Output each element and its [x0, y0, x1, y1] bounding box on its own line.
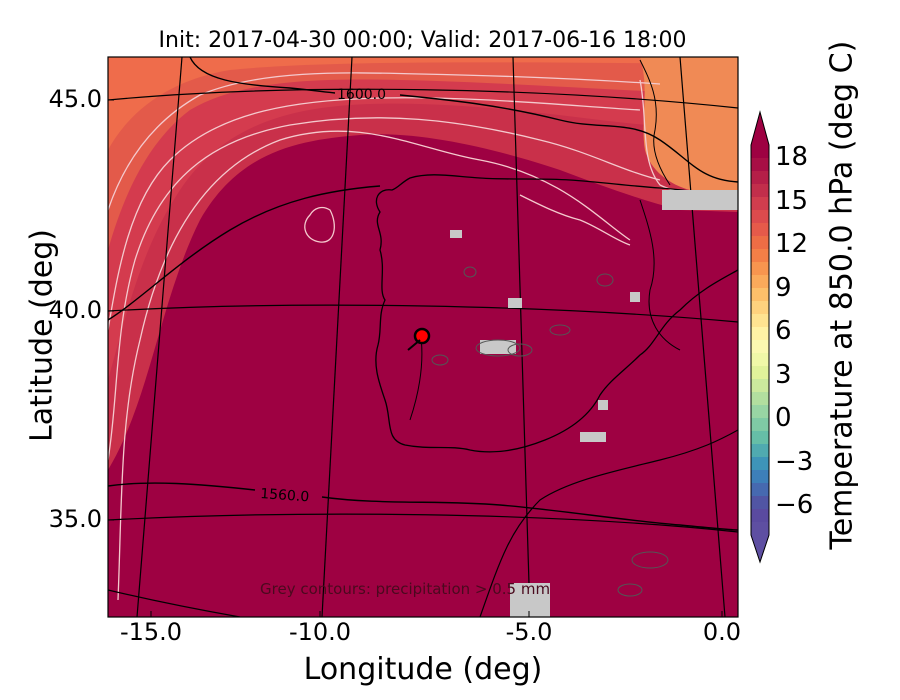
map-area: 1600.0 1560.0 Grey contours: precipitati…: [108, 57, 738, 617]
graticule: [108, 57, 738, 617]
precipitation-contours: [431, 266, 669, 597]
temp-contour: [108, 97, 641, 331]
precip-patch: [450, 230, 462, 238]
precip-contour: [507, 343, 533, 357]
temperature-band-warm: [108, 57, 738, 470]
height-label-1560: 1560.0: [260, 486, 310, 505]
parallel-35: [108, 513, 738, 533]
y-tick-label: 40.0: [48, 296, 102, 324]
marker-tail: [407, 339, 421, 351]
precip-patch: [598, 400, 608, 410]
temp-contour: [304, 206, 335, 243]
africa-coastline: [108, 429, 738, 617]
meridian-0: [679, 57, 726, 617]
map-frame: [107, 56, 739, 618]
x-tick-label: 0.0: [702, 618, 742, 646]
alps-coastline: [639, 59, 671, 186]
precip-contour: [617, 583, 643, 597]
precip-patch: [480, 340, 516, 354]
colorbar-min-arrow: [751, 535, 769, 562]
height-contour-1560: [108, 482, 738, 531]
iberia-coastline: [375, 174, 738, 453]
x-tick-label: -15.0: [119, 618, 183, 646]
precip-patch: [580, 432, 606, 442]
temperature-band-coolest: [108, 57, 738, 150]
colorbar-tick-label: 18: [775, 142, 809, 172]
temp-contour: [108, 72, 661, 211]
meridian-10: [321, 57, 353, 617]
y-tick-label: 45.0: [48, 85, 102, 113]
colorbar-tick-label: −3: [775, 447, 814, 477]
colorbar-tick-label: 12: [775, 229, 809, 259]
precipitation-areas: [450, 190, 738, 617]
colorbar: [750, 110, 770, 564]
temperature-band-ne: [640, 57, 738, 195]
colorbar-tick-label: 3: [775, 360, 792, 390]
precip-patch: [662, 190, 738, 210]
height-contour-mid: [108, 185, 381, 321]
map-title: Init: 2017-04-30 00:00; Valid: 2017-06-1…: [158, 28, 687, 53]
precip-contour: [475, 339, 521, 357]
height-contours: [108, 57, 738, 531]
temp-contour: [117, 130, 631, 601]
height-label-1600: 1600.0: [337, 87, 386, 103]
colorbar-frame: [750, 110, 770, 564]
france-border: [639, 199, 681, 351]
height-contour-1600: [189, 57, 738, 183]
colorbar-tick-label: 0: [775, 403, 792, 433]
colorbar-tick-label: 15: [775, 186, 809, 216]
colorbar-tick-label: 6: [775, 316, 792, 346]
meridian-5: [512, 57, 531, 617]
location-marker: [413, 327, 431, 345]
temp-contour: [108, 117, 661, 461]
parallel-40: [108, 304, 738, 323]
meridian-15: [136, 57, 183, 617]
precip-contour: [596, 273, 614, 287]
precip-contour: [463, 266, 477, 278]
colorbar-max-arrow: [751, 112, 769, 145]
precip-patch: [630, 292, 640, 302]
precip-contour: [549, 324, 571, 336]
temp-contour: [519, 194, 631, 246]
x-axis-label: Longitude (deg): [303, 652, 543, 687]
precip-contour: [431, 354, 449, 366]
tick-marks: [108, 99, 723, 617]
precip-annotation: Grey contours: precipitation > 0.5 mm: [260, 580, 550, 598]
colorbar-tick-label: 9: [775, 273, 792, 303]
x-tick-label: -5.0: [505, 618, 553, 646]
colorbar-label: Temperature at 850.0 hPa (deg C): [824, 40, 860, 550]
x-tick-label: -10.0: [288, 618, 352, 646]
y-tick-label: 35.0: [48, 505, 102, 533]
precip-contour: [631, 551, 669, 569]
precip-patch: [508, 298, 522, 308]
precip-patch: [510, 583, 550, 617]
colorbar-tick-label: −6: [775, 490, 814, 520]
y-axis-label: Latitude (deg): [24, 229, 60, 442]
